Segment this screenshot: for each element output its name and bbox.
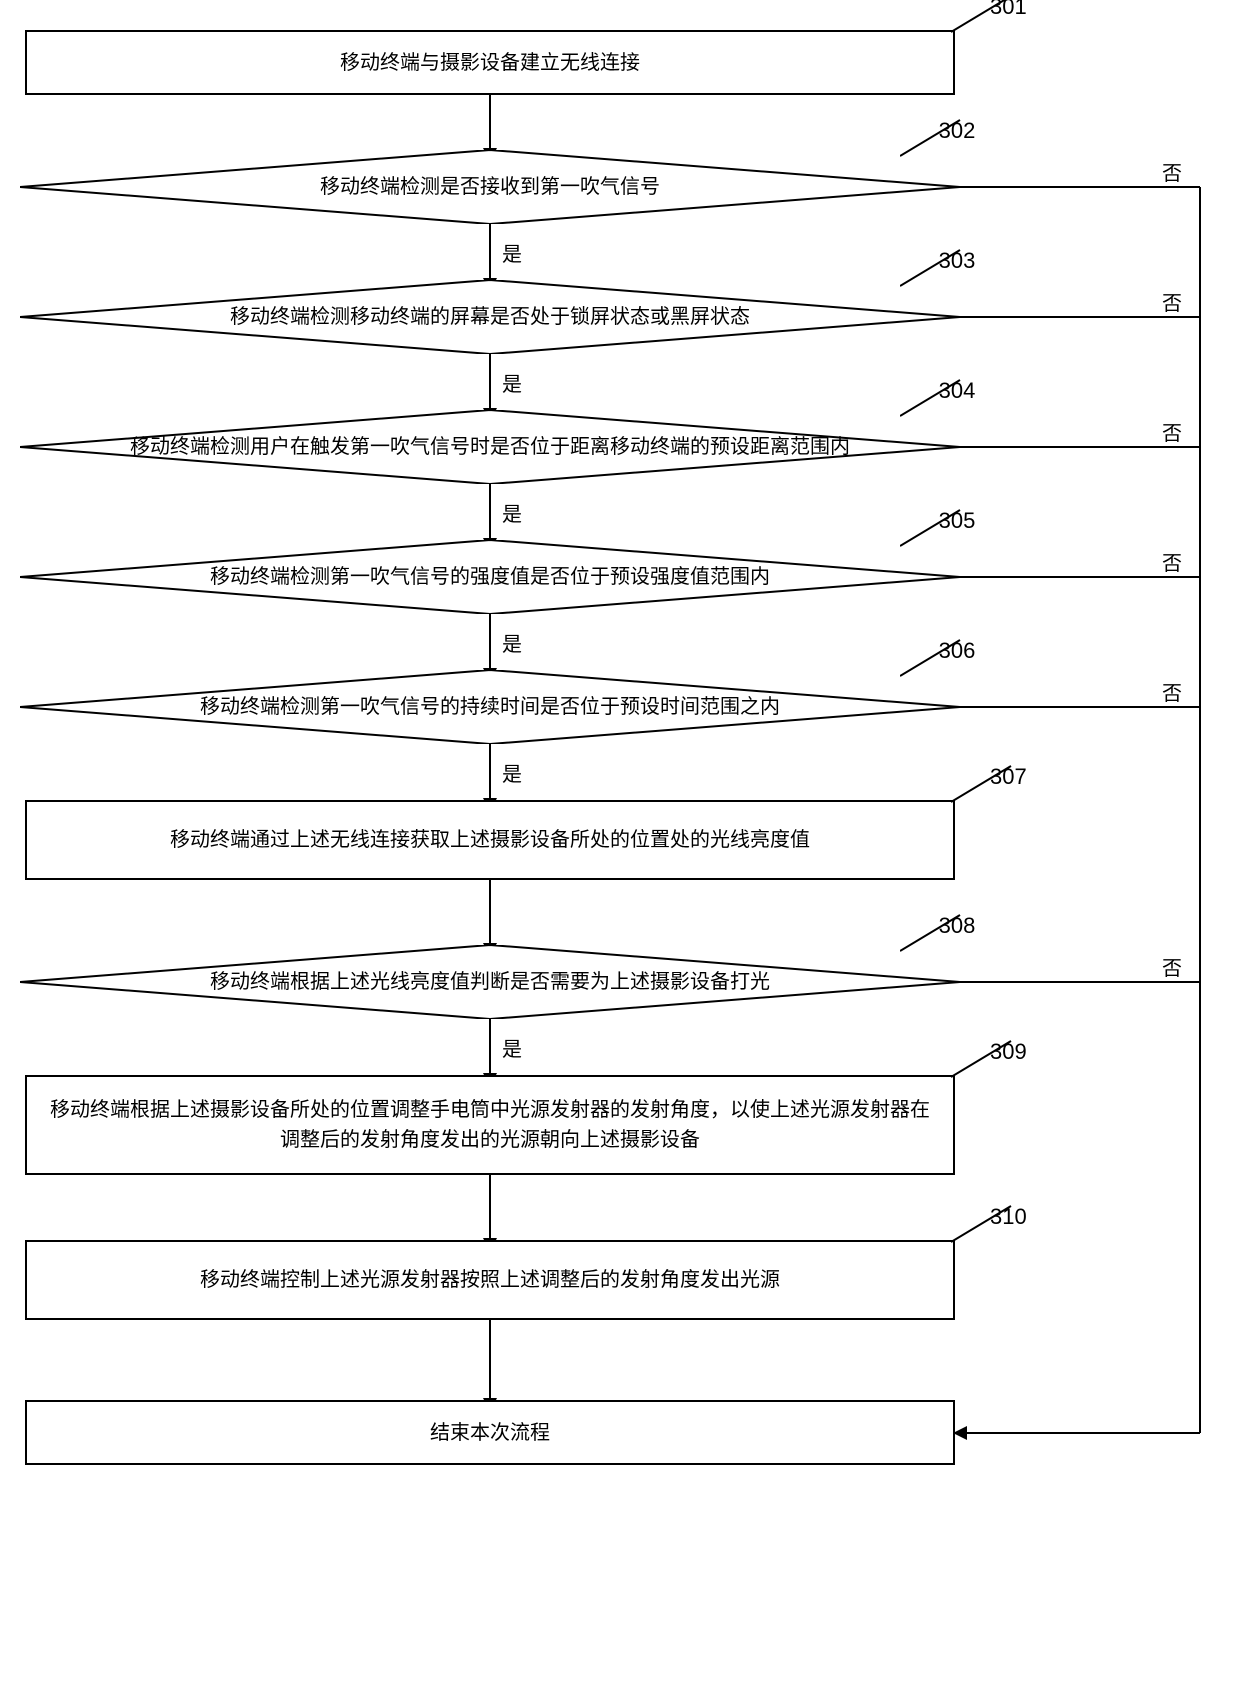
- decision-text-303: 移动终端检测移动终端的屏幕是否处于锁屏状态或黑屏状态: [20, 280, 960, 354]
- ref-305: 305: [939, 508, 976, 534]
- process-310: 移动终端控制上述光源发射器按照上述调整后的发射角度发出光源: [25, 1240, 955, 1320]
- process-307: 移动终端通过上述无线连接获取上述摄影设备所处的位置处的光线亮度值: [25, 800, 955, 880]
- flowchart-container: 移动终端与摄影设备建立无线连接301移动终端检测是否接收到第一吹气信号302否是…: [0, 0, 1240, 1700]
- ref-309: 309: [990, 1039, 1027, 1065]
- ref-306: 306: [939, 638, 976, 664]
- decision-302: 移动终端检测是否接收到第一吹气信号: [20, 150, 960, 224]
- process-309: 移动终端根据上述摄影设备所处的位置调整手电筒中光源发射器的发射角度，以使上述光源…: [25, 1075, 955, 1175]
- decision-306: 移动终端检测第一吹气信号的持续时间是否位于预设时间范围之内: [20, 670, 960, 744]
- decision-text-308: 移动终端根据上述光线亮度值判断是否需要为上述摄影设备打光: [20, 945, 960, 1019]
- ref-310: 310: [990, 1204, 1027, 1230]
- decision-text-306: 移动终端检测第一吹气信号的持续时间是否位于预设时间范围之内: [20, 670, 960, 744]
- ref-301: 301: [990, 0, 1027, 20]
- decision-text-302: 移动终端检测是否接收到第一吹气信号: [20, 150, 960, 224]
- ref-304: 304: [939, 378, 976, 404]
- ref-302: 302: [939, 118, 976, 144]
- process-end: 结束本次流程: [25, 1400, 955, 1465]
- ref-307: 307: [990, 764, 1027, 790]
- decision-303: 移动终端检测移动终端的屏幕是否处于锁屏状态或黑屏状态: [20, 280, 960, 354]
- decision-text-304: 移动终端检测用户在触发第一吹气信号时是否位于距离移动终端的预设距离范围内: [20, 410, 960, 484]
- ref-303: 303: [939, 248, 976, 274]
- decision-text-305: 移动终端检测第一吹气信号的强度值是否位于预设强度值范围内: [20, 540, 960, 614]
- ref-308: 308: [939, 913, 976, 939]
- decision-305: 移动终端检测第一吹气信号的强度值是否位于预设强度值范围内: [20, 540, 960, 614]
- process-301: 移动终端与摄影设备建立无线连接: [25, 30, 955, 95]
- decision-304: 移动终端检测用户在触发第一吹气信号时是否位于距离移动终端的预设距离范围内: [20, 410, 960, 484]
- decision-308: 移动终端根据上述光线亮度值判断是否需要为上述摄影设备打光: [20, 945, 960, 1019]
